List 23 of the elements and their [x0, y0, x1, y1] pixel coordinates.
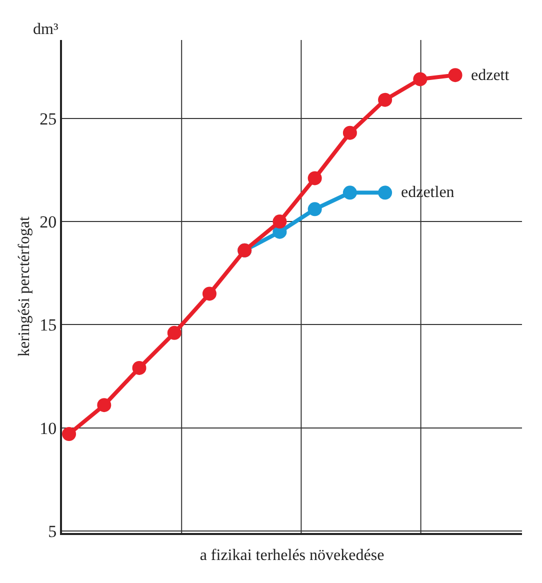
x-axis-title: a fizikai terhelés növekedése [200, 547, 384, 564]
y-tick-label: 15 [40, 316, 57, 335]
series-label: edzett [471, 67, 510, 84]
point [308, 171, 322, 186]
point [272, 214, 287, 229]
text: dm³ [33, 21, 58, 38]
point [62, 426, 76, 441]
point [378, 186, 392, 200]
y-tick-label: 10 [40, 418, 57, 438]
point [448, 68, 462, 82]
y-tick-label: 5 [48, 522, 57, 541]
y-tick-label: 25 [40, 109, 57, 128]
point [413, 72, 428, 86]
point [378, 92, 392, 107]
point [308, 202, 322, 216]
point [202, 286, 216, 301]
point [342, 126, 357, 140]
point [342, 186, 357, 200]
point [97, 398, 112, 412]
point [132, 360, 146, 375]
point [167, 326, 182, 340]
y-axis-title: keringési perctérfogat [16, 216, 33, 356]
y-tick-label: 20 [40, 212, 57, 232]
